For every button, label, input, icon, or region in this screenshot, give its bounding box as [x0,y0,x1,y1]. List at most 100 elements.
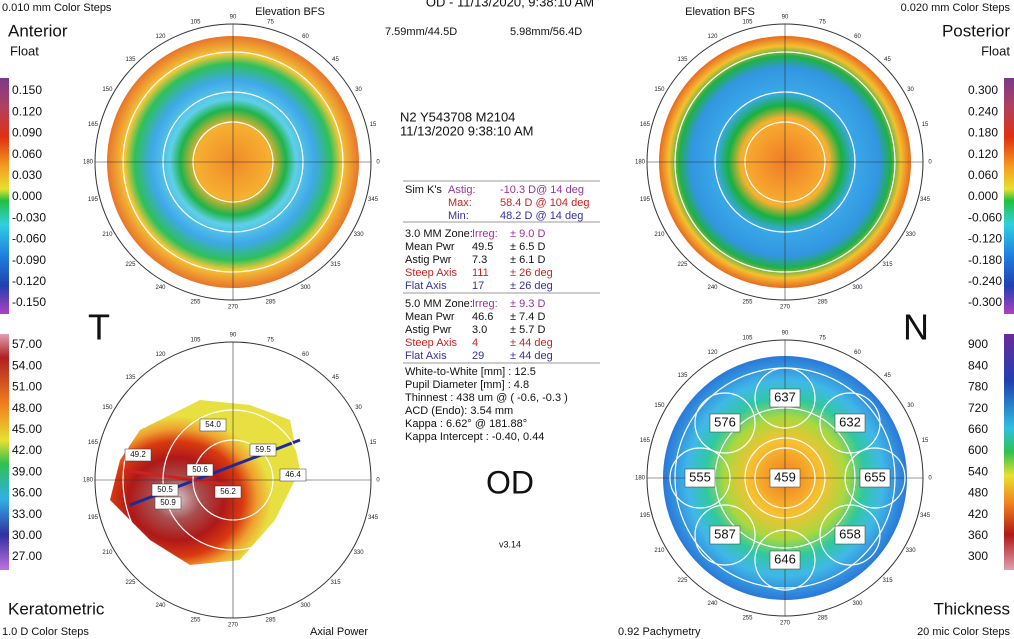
stat-error: ± 9.3 D [510,298,545,310]
value-box [709,525,741,545]
scale-label: -0.300 [968,295,1002,309]
stat-value: 7.3 [472,254,487,266]
angle-label: 0 [376,478,380,484]
thickness-color-bar [1004,334,1014,570]
zone-circle [754,367,816,429]
angle-label: 300 [852,285,863,291]
angle-label: 300 [300,603,311,609]
stat-label: Steep Axis [405,337,457,349]
scale-label: -0.060 [968,210,1002,224]
value-box [709,413,741,433]
eye-label: OD [486,464,534,500]
angle-label: 240 [707,285,718,291]
keratometric-color-bar [0,334,9,570]
zone-circle [844,447,906,509]
map-title: Thickness [933,599,1010,618]
stat-error: ± 6.5 D [510,241,545,253]
scale-label: 480 [968,486,988,500]
stat-label: 5.0 MM Zone: [405,298,473,310]
value-box [769,388,801,408]
angle-label: 45 [884,57,891,63]
angle-label: 210 [102,550,113,556]
scale-label: 54.00 [12,358,42,372]
value-box [249,443,277,457]
stat-error: ± 44 deg [510,337,553,349]
steps-label: 20 mic Color Steps [917,626,1010,638]
scale-label: 39.00 [12,464,42,478]
angle-label: 120 [155,34,166,40]
stat-error: ± 44 deg [510,350,553,362]
scale-label: 30.00 [12,528,42,542]
scale-label: 0.090 [12,126,42,140]
scale-label: 0.300 [968,83,998,97]
angle-label: 30 [355,87,362,93]
scale-label: 0.150 [12,83,42,97]
value-box [279,468,307,482]
value-label: 49.2 [130,450,146,459]
angle-label: 90 [230,15,237,21]
angle-label: 150 [102,87,113,93]
map-subtitle: Float [10,43,39,58]
scale-label: 0.000 [968,189,998,203]
stat-value: 4 [472,337,478,349]
angle-label: 285 [818,300,829,306]
map-title: Posterior [942,21,1010,40]
stat-value: -10.3 D@ 14 deg [500,184,584,196]
zone-circle [694,392,756,454]
scale-label: -0.090 [12,253,46,267]
scale-label: 27.00 [12,549,42,563]
angle-label: 150 [654,87,665,93]
angle-label: 75 [819,336,826,342]
scale-label: 51.00 [12,380,42,394]
angle-label: 345 [368,515,379,521]
stat-value: 17 [472,280,484,292]
scale-label: 0.000 [12,189,42,203]
stat-label: Astig Pwr [405,254,452,266]
angle-label: 165 [640,122,651,128]
angle-label: 330 [354,550,365,556]
steps-label: 0.010 mm Color Steps [2,2,112,14]
sim-k-label: Sim K's [405,184,442,196]
angle-label: 105 [742,20,753,26]
info-line: Pupil Diameter [mm] : 4.8 [405,379,529,391]
angle-label: 105 [190,338,201,344]
angle-label: 30 [907,403,914,409]
scale-label: 840 [968,358,988,372]
stat-value: 49.5 [472,241,493,253]
posterior-color-bar [1004,78,1014,314]
scale-label: 57.00 [12,337,42,351]
stat-value: 48.2 D @ 14 deg [500,210,583,222]
angle-label: 30 [907,87,914,93]
value-box [214,485,242,499]
map-subtitle: Float [981,43,1010,58]
value-label: 59.5 [255,445,271,454]
angle-label: 240 [707,601,718,607]
zone-circle [819,504,881,566]
scale-label: 0.120 [968,147,998,161]
map-title: Keratometric [8,599,105,618]
angle-label: 165 [88,122,99,128]
stat-label: Astig Pwr [405,324,452,336]
scale-label: 300 [968,549,988,563]
scale-label: 780 [968,380,988,394]
value-box [769,550,801,570]
value-label: 637 [774,389,796,404]
scale-label: 45.00 [12,422,42,436]
info-line: Kappa Intercept : -0.40, 0.44 [405,431,544,443]
scale-label: 0.240 [968,104,998,118]
angle-label: 315 [331,580,342,586]
angle-label: 90 [782,15,789,21]
scale-label: 720 [968,401,988,415]
stat-label: Flat Axis [405,280,447,292]
angle-label: 120 [155,352,166,358]
angle-label: 255 [742,300,753,306]
angle-label: 195 [88,515,99,521]
angle-label: 315 [331,262,342,268]
angle-label: 270 [780,621,791,627]
angle-label: 240 [155,603,166,609]
angle-label: 60 [854,34,861,40]
value-label: 655 [864,469,886,484]
angle-label: 210 [654,548,665,554]
value-box [124,448,152,462]
